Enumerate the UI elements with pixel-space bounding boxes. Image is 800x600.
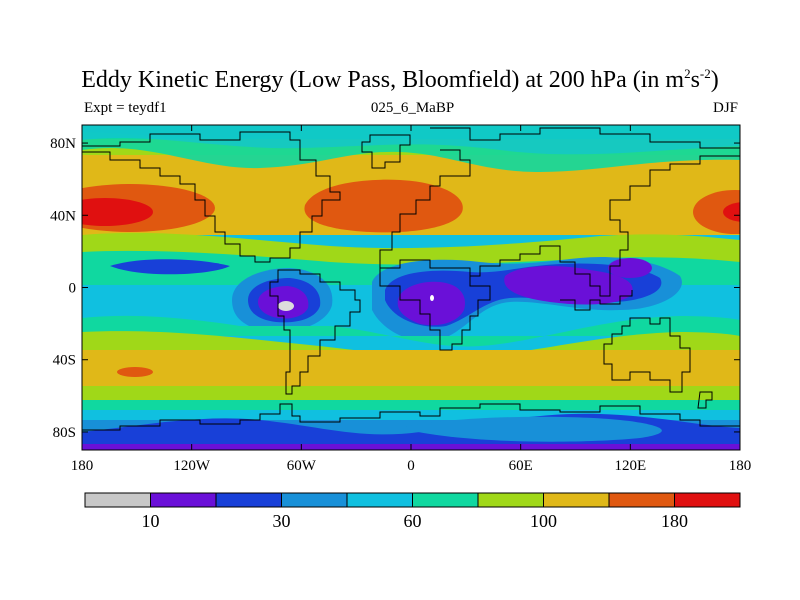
coast-antarctica <box>82 403 740 431</box>
equator-purple-indian <box>504 266 633 305</box>
contour-field <box>82 125 740 450</box>
colorbar-box <box>281 492 348 508</box>
y-tick-label: 80N <box>50 136 76 152</box>
colorbar-box <box>674 492 741 508</box>
x-tick-label: 120E <box>614 458 646 474</box>
colorbar: 10 30 60 100 180 <box>84 492 741 531</box>
jet-max-atlantic <box>304 179 463 233</box>
x-tick-label: 0 <box>407 458 415 474</box>
x-tick-label: 180 <box>71 458 94 474</box>
minimum-white-africa <box>430 295 434 301</box>
coast-africa <box>379 268 491 351</box>
band-south-teal <box>82 400 740 410</box>
colorbar-box <box>412 492 479 508</box>
experiment-label: Expt = teydf1 <box>84 100 167 116</box>
coast-australia <box>603 317 691 393</box>
y-axis-ticks: 80N 40N 0 40S 80S <box>50 136 740 441</box>
y-tick-label: 0 <box>69 281 77 297</box>
band-south-green <box>82 386 740 400</box>
coast-europe-asia <box>430 127 740 149</box>
coast-eurasia-south <box>379 149 740 297</box>
x-tick-label: 60E <box>509 458 533 474</box>
coast-se-asia <box>560 290 633 311</box>
colorbar-label: 10 <box>142 511 160 531</box>
y-tick-label: 40N <box>50 208 76 224</box>
coast-south-america <box>269 269 361 395</box>
colorbar-box <box>346 492 413 508</box>
x-tick-label: 120W <box>173 458 211 474</box>
x-tick-label: 60W <box>287 458 317 474</box>
season-label: DJF <box>712 100 738 116</box>
coastlines <box>82 127 740 431</box>
jet-max-pacific-east <box>693 190 740 234</box>
tropic-teal-south <box>82 315 740 347</box>
x-axis-ticks: 180 120W 60W 0 60E 120E 180 <box>71 125 752 474</box>
case-label: 025_6_MaBP <box>370 100 455 116</box>
band-south-yellow <box>82 350 740 386</box>
antarctic-lightblue <box>400 416 662 442</box>
colorbar-label: 180 <box>661 511 688 531</box>
x-tick-label: 180 <box>729 458 752 474</box>
south-orange-spot <box>117 367 153 377</box>
colorbar-box <box>84 492 151 508</box>
minimum-gray-sa <box>278 301 294 311</box>
colorbar-label: 60 <box>404 511 422 531</box>
equator-purple-africa <box>397 281 465 326</box>
jet-max-pacific-east-core <box>723 202 740 222</box>
colorbar-box <box>215 492 282 508</box>
colorbar-box <box>608 492 675 508</box>
y-tick-label: 80S <box>53 425 76 441</box>
colorbar-label: 30 <box>273 511 291 531</box>
coast-greenland <box>361 134 411 169</box>
chart-title: Eddy Kinetic Energy (Low Pass, Bloomfiel… <box>81 66 719 93</box>
equator-blue-pacific <box>110 259 230 275</box>
jet-max-pacific-core <box>82 198 153 226</box>
coast-north-america <box>82 131 341 263</box>
colorbar-box <box>150 492 217 508</box>
coast-new-zealand <box>697 391 713 409</box>
colorbar-label: 100 <box>530 511 557 531</box>
colorbar-box <box>543 492 610 508</box>
equator-purple-maritime <box>608 258 652 278</box>
colorbar-box <box>477 492 544 508</box>
y-tick-label: 40S <box>53 353 76 369</box>
